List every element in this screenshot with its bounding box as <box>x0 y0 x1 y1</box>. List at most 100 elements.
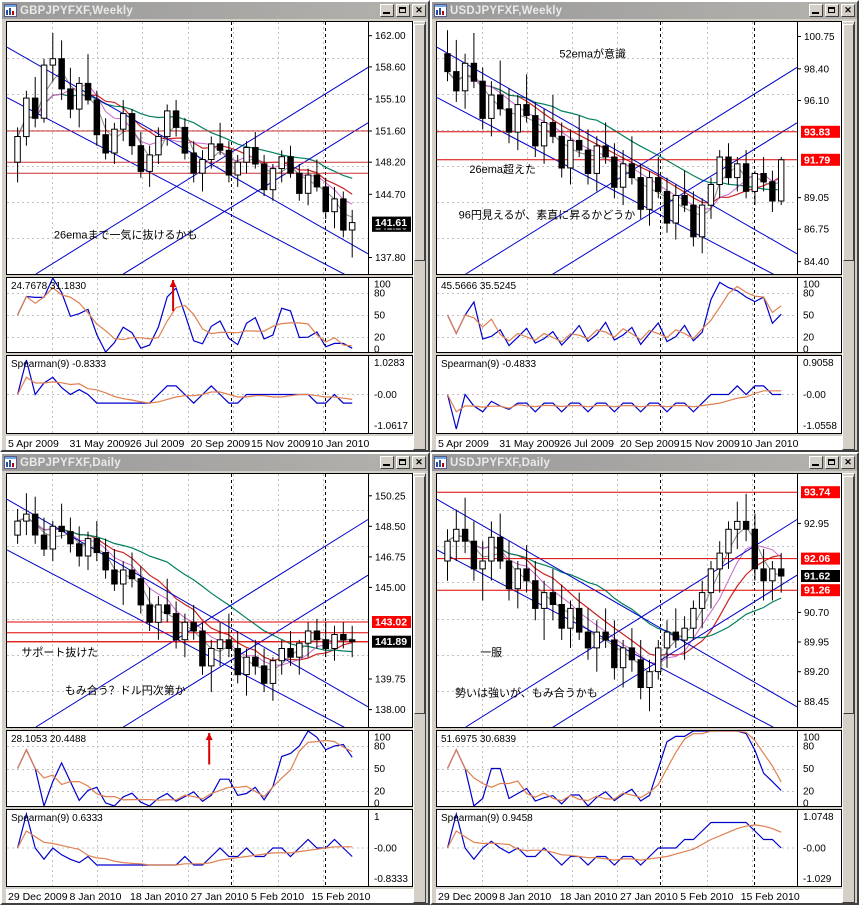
svg-text:Spearman(9) 0.6333: Spearman(9) 0.6333 <box>11 813 103 824</box>
date-axis-usdjpy-weekly: 5 Apr 2009 31 May 2009 26 Jul 2009 20 Sep 2… <box>436 436 842 450</box>
maximize-button[interactable] <box>825 4 839 17</box>
svg-text:20 Sep 2009: 20 Sep 2009 <box>620 438 680 450</box>
price-pane-usdjpy-daily[interactable]: 92.95 90.70 89.95 89.20 88.45 93.74 92.06 91.62… <box>436 473 842 728</box>
svg-text:100: 100 <box>803 280 820 291</box>
close-button[interactable]: ✕ <box>412 4 426 17</box>
svg-text:80: 80 <box>803 742 815 753</box>
svg-text:139.75: 139.75 <box>375 675 406 686</box>
vertical-scrollbar-gbpjpy-daily[interactable] <box>413 473 426 903</box>
svg-text:15 Nov 2009: 15 Nov 2009 <box>680 438 740 450</box>
maximize-button[interactable] <box>396 4 410 17</box>
svg-text:93.83: 93.83 <box>804 126 830 138</box>
svg-text:90.70: 90.70 <box>804 608 829 619</box>
svg-text:100: 100 <box>374 733 391 744</box>
svg-text:28.1053 20.4488: 28.1053 20.4488 <box>11 734 87 745</box>
scrollbar-thumb[interactable] <box>843 24 854 261</box>
date-axis-gbpjpy-daily: 29 Dec 2009 8 Jan 2010 18 Jan 2010 27 Jan 2… <box>6 889 413 903</box>
vertical-scrollbar-gbpjpy-weekly[interactable] <box>413 21 426 450</box>
svg-text:1.0283: 1.0283 <box>374 358 405 369</box>
close-button[interactable]: ✕ <box>841 4 855 17</box>
maximize-button[interactable] <box>825 456 839 469</box>
titlebar-gbpjpy-daily[interactable]: GBPJPYFXF,Daily ✕ <box>2 454 428 471</box>
svg-text:100.75: 100.75 <box>804 32 835 43</box>
svg-text:8 Jan 2010: 8 Jan 2010 <box>70 891 122 903</box>
svg-text:-0.8333: -0.8333 <box>374 874 408 885</box>
svg-text:145.00: 145.00 <box>375 583 406 594</box>
minimize-button[interactable] <box>380 4 394 17</box>
titlebar-usdjpy-daily[interactable]: USDJPYFXF,Daily ✕ <box>432 454 857 471</box>
svg-text:88.45: 88.45 <box>804 697 829 708</box>
svg-text:31 May 2009: 31 May 2009 <box>499 438 560 450</box>
svg-text:92.95: 92.95 <box>804 519 829 530</box>
svg-text:144.70: 144.70 <box>375 190 406 201</box>
close-button[interactable]: ✕ <box>841 456 855 469</box>
scrollbar-thumb[interactable] <box>414 24 425 261</box>
svg-text:96.10: 96.10 <box>804 96 829 107</box>
spearman-pane-gbpjpy-weekly[interactable]: 1.0283 -0.00 -1.0617 Spearman(9) -0.8333 <box>6 355 413 434</box>
svg-text:31 May 2009: 31 May 2009 <box>70 438 131 450</box>
window-title: GBPJPYFXF,Daily <box>20 456 121 469</box>
chart-window-gbpjpy-weekly[interactable]: GBPJPYFXF,Weekly ✕ 162.00 158.60 155.10 151… <box>0 0 430 452</box>
oscillator-pane-gbpjpy-weekly[interactable]: 100 80 50 20 0 24.7678 31.1830 <box>6 277 413 353</box>
maximize-button[interactable] <box>396 456 410 469</box>
scrollbar-thumb[interactable] <box>843 476 854 714</box>
minimize-button[interactable] <box>809 456 823 469</box>
svg-text:143.02: 143.02 <box>375 617 407 629</box>
minimize-button[interactable] <box>380 456 394 469</box>
svg-text:51.6975 30.6839: 51.6975 30.6839 <box>441 734 517 745</box>
svg-text:20: 20 <box>803 787 815 798</box>
svg-text:148.20: 148.20 <box>375 158 406 169</box>
minimize-button[interactable] <box>809 4 823 17</box>
svg-text:151.60: 151.60 <box>375 127 406 138</box>
svg-text:29 Dec 2009: 29 Dec 2009 <box>438 891 498 903</box>
vertical-scrollbar-usdjpy-weekly[interactable] <box>842 21 855 450</box>
svg-text:26ema超えた: 26ema超えた <box>469 162 536 176</box>
date-axis-gbpjpy-weekly: 5 Apr 2009 31 May 2009 26 Jul 2009 20 Sep 2… <box>6 436 413 450</box>
svg-text:-0.00: -0.00 <box>803 844 826 855</box>
svg-text:26 Jul 2009: 26 Jul 2009 <box>130 438 184 450</box>
price-pane-gbpjpy-daily[interactable]: 150.25 148.50 146.75 145.00 139.75 138.00 143.… <box>6 473 413 728</box>
oscillator-pane-usdjpy-weekly[interactable]: 100 80 50 20 0 45.5666 35.5245 <box>436 277 842 353</box>
svg-text:もみ合う？ドル円次第か: もみ合う？ドル円次第か <box>65 683 186 697</box>
titlebar-gbpjpy-weekly[interactable]: GBPJPYFXF,Weekly ✕ <box>2 2 428 19</box>
svg-text:勢いは強いが、もみ合うかも: 勢いは強いが、もみ合うかも <box>455 686 598 700</box>
vertical-scrollbar-usdjpy-daily[interactable] <box>842 473 855 903</box>
spearman-pane-usdjpy-daily[interactable]: 1.0748 -0.00 -1.029 Spearman(9) 0.9458 <box>436 809 842 887</box>
chart-window-icon <box>434 4 447 17</box>
svg-text:158.60: 158.60 <box>375 62 406 73</box>
oscillator-pane-usdjpy-daily[interactable]: 100 80 50 20 0 51.6975 30.6839 <box>436 730 842 807</box>
chart-window-gbpjpy-daily[interactable]: GBPJPYFXF,Daily ✕ 150.25 148.50 146.75 145.… <box>0 452 430 905</box>
svg-text:141.61: 141.61 <box>375 217 407 229</box>
scrollbar-thumb[interactable] <box>414 476 425 714</box>
svg-text:20: 20 <box>374 333 386 344</box>
chart-window-icon <box>4 4 17 17</box>
price-pane-usdjpy-weekly[interactable]: 100.75 98.40 96.10 89.05 86.75 84.40 93.83 91.7… <box>436 21 842 275</box>
chart-window-usdjpy-weekly[interactable]: USDJPYFXF,Weekly ✕ 100.75 98.40 96.10 89.05… <box>430 0 859 452</box>
svg-text:一服: 一服 <box>480 646 502 659</box>
close-button[interactable]: ✕ <box>412 456 426 469</box>
svg-text:100: 100 <box>374 280 391 291</box>
svg-text:5 Apr 2009: 5 Apr 2009 <box>438 438 489 450</box>
svg-text:-0.00: -0.00 <box>374 844 397 855</box>
svg-text:146.75: 146.75 <box>375 552 406 563</box>
price-pane-gbpjpy-weekly[interactable]: 162.00 158.60 155.10 151.60 148.20 144.70 137.… <box>6 21 413 275</box>
svg-text:50: 50 <box>374 764 386 775</box>
svg-text:8 Jan 2010: 8 Jan 2010 <box>499 891 551 903</box>
svg-text:Spearman(9) 0.9458: Spearman(9) 0.9458 <box>441 813 533 824</box>
oscillator-pane-gbpjpy-daily[interactable]: 100 80 50 20 0 28.1053 20.4488 <box>6 730 413 807</box>
svg-text:1: 1 <box>374 812 380 823</box>
svg-text:80: 80 <box>803 288 815 299</box>
svg-text:50: 50 <box>374 311 386 322</box>
chart-window-usdjpy-daily[interactable]: USDJPYFXF,Daily ✕ 92.95 90.70 89.95 89.20 88… <box>430 452 859 905</box>
svg-text:Spearman(9) -0.4833: Spearman(9) -0.4833 <box>441 359 536 370</box>
svg-text:50: 50 <box>803 764 815 775</box>
svg-text:93.74: 93.74 <box>804 487 830 499</box>
spearman-pane-usdjpy-weekly[interactable]: 0.9058 -0.00 -1.0558 Spearman(9) -0.4833 <box>436 355 842 434</box>
titlebar-usdjpy-weekly[interactable]: USDJPYFXF,Weekly ✕ <box>432 2 857 19</box>
svg-text:5 Feb 2010: 5 Feb 2010 <box>680 891 733 903</box>
spearman-pane-gbpjpy-daily[interactable]: 1 -0.00 -0.8333 Spearman(9) 0.6333 <box>6 809 413 887</box>
svg-text:-1.029: -1.029 <box>803 874 832 885</box>
svg-text:138.00: 138.00 <box>375 705 406 716</box>
svg-text:89.20: 89.20 <box>804 667 829 678</box>
svg-text:0: 0 <box>374 799 380 807</box>
